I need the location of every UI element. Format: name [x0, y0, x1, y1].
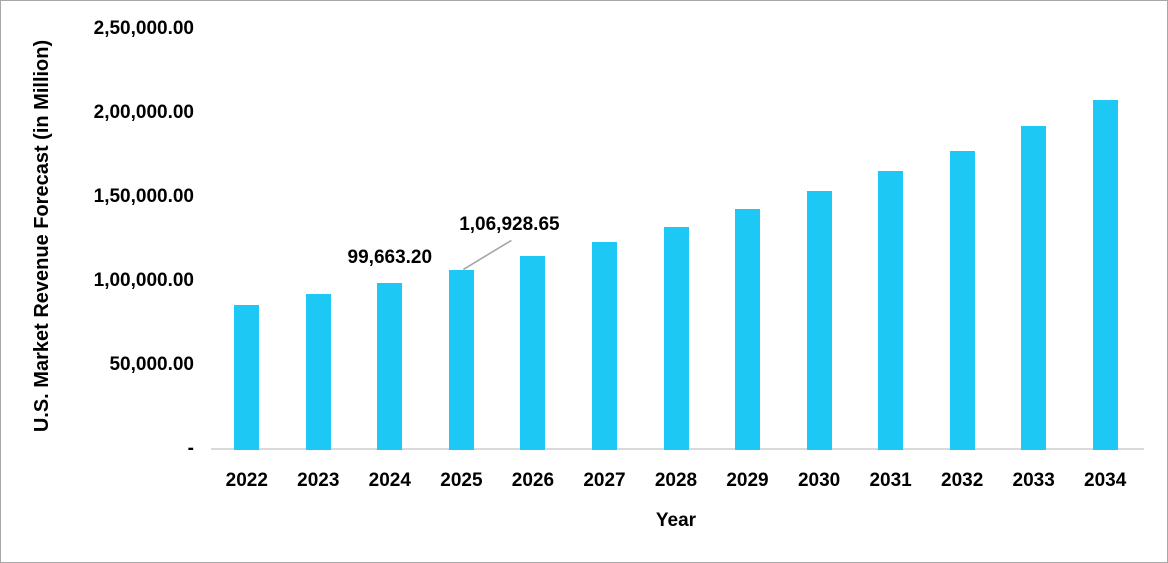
x-tick-label: 2034 [1084, 470, 1127, 491]
x-tick-label: 2027 [583, 470, 626, 491]
x-tick-label: 2033 [1012, 470, 1055, 491]
x-tick-label: 2029 [726, 470, 769, 491]
bar-2032 [949, 150, 975, 450]
bar-2027 [592, 242, 617, 450]
x-tick-label: 2023 [297, 470, 340, 491]
x-tick-label: 2025 [440, 470, 483, 491]
bar-2025 [448, 270, 474, 450]
data-label-2025: 1,06,928.65 [459, 214, 560, 236]
x-tick-label: 2026 [511, 470, 555, 491]
x-tick-label: 2022 [225, 470, 268, 491]
bar-2024 [377, 282, 403, 450]
x-tick-label: 2030 [797, 470, 841, 491]
bar-2031 [878, 171, 904, 450]
bar-2028 [663, 226, 689, 450]
x-tick-label: 2032 [941, 470, 984, 491]
bar-2029 [735, 209, 760, 450]
y-tick-label: 1,50,000.00 [93, 186, 194, 207]
y-tick-label: 1,00,000.00 [93, 270, 194, 291]
bar-2022 [234, 305, 260, 450]
x-tick-label: 2024 [368, 470, 411, 491]
y-tick-label: 2,50,000.00 [93, 18, 194, 39]
y-tick-label: - [187, 438, 194, 459]
y-tick-label: 50,000.00 [109, 354, 194, 375]
x-tick-label: 2031 [869, 470, 912, 491]
x-axis-title: Year [655, 510, 697, 531]
bar-2030 [806, 190, 832, 450]
bar-2023 [305, 293, 331, 450]
y-tick-label: 2,00,000.00 [93, 102, 194, 123]
y-axis-title: U.S. Market Revenue Forecast (in Million… [31, 39, 53, 433]
bar-2034 [1092, 99, 1118, 450]
bar-2026 [520, 256, 546, 450]
x-tick-label: 2028 [654, 470, 698, 491]
bar-2033 [1021, 125, 1047, 450]
data-label-2024: 99,663.20 [347, 246, 433, 268]
